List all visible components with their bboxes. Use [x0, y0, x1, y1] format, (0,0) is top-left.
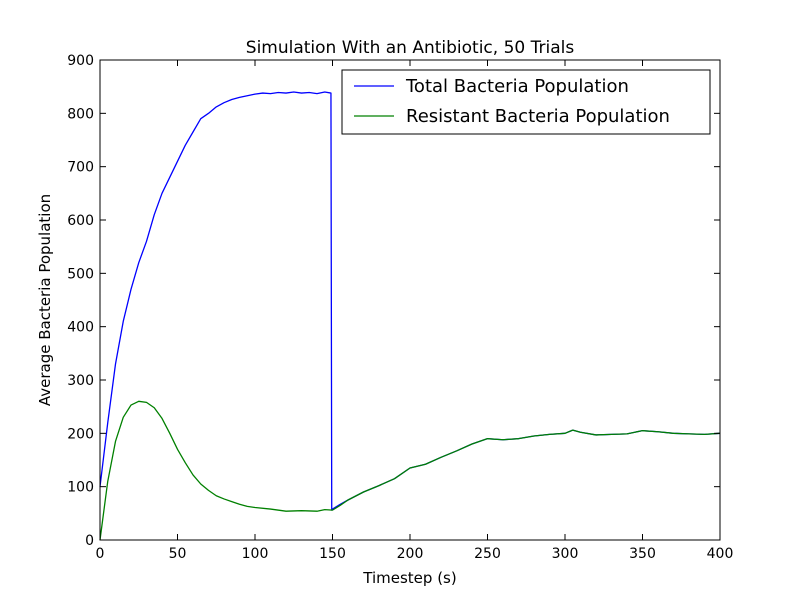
series-line-1 — [99, 400, 721, 541]
y-tick-label-9: 900 — [67, 53, 94, 69]
y-tick-label-3: 300 — [67, 373, 94, 389]
x-tick-label-2: 100 — [242, 546, 269, 562]
series-layer — [99, 91, 721, 541]
x-tick-label-5: 250 — [474, 546, 501, 562]
ticks-layer: 0 50 100 150 200 250 300 350 400 0 100 200 300 400 500… — [67, 53, 733, 562]
y-axis-label: Average Bacteria Population — [36, 194, 54, 406]
chart-title: Simulation With an Antibiotic, 50 Trials — [246, 38, 575, 58]
x-tick-label-3: 150 — [319, 546, 346, 562]
legend-entry-resistant: Resistant Bacteria Population — [406, 106, 670, 127]
series-line-0 — [99, 91, 721, 511]
x-tick-label-7: 350 — [629, 546, 656, 562]
x-tick-label-6: 300 — [552, 546, 579, 562]
x-tick-label-1: 50 — [169, 546, 187, 562]
x-tick-label-8: 400 — [707, 546, 734, 562]
y-tick-label-7: 700 — [67, 160, 94, 176]
y-tick-label-5: 500 — [67, 266, 94, 282]
y-tick-label-4: 400 — [67, 320, 94, 336]
legend-box — [341, 69, 711, 135]
y-tick-label-8: 800 — [67, 106, 94, 122]
x-tick-label-4: 200 — [397, 546, 424, 562]
x-tick-label-0: 0 — [96, 546, 105, 562]
y-tick-label-1: 100 — [67, 480, 94, 496]
y-tick-label-6: 600 — [67, 213, 94, 229]
legend-entry-total: Total Bacteria Population — [405, 76, 629, 97]
x-axis-label: Timestep (s) — [362, 569, 456, 587]
y-tick-label-0: 0 — [85, 533, 94, 549]
legend: Total Bacteria Population Resistant Bact… — [341, 69, 711, 135]
y-tick-label-2: 200 — [67, 426, 94, 442]
